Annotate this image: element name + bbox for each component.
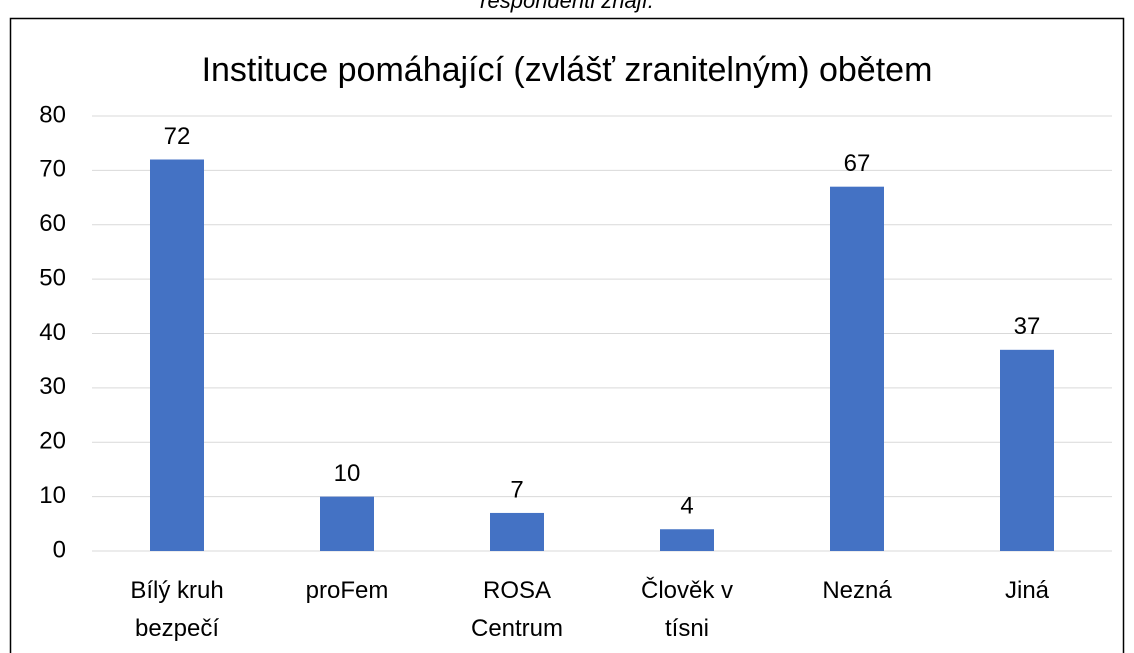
caption: respondenti znají. <box>480 0 654 13</box>
x-tick-label: proFem <box>306 577 389 604</box>
data-label: 4 <box>680 493 693 520</box>
bar <box>660 529 714 551</box>
y-tick-label: 0 <box>53 536 66 563</box>
bar <box>490 512 544 551</box>
data-label: 72 <box>164 123 191 150</box>
x-tick-label: Bílý kruh bezpečí <box>130 577 223 642</box>
chart-title: Instituce pomáhající (zvlášť zranitelným… <box>202 51 933 89</box>
y-tick-label: 60 <box>39 210 66 237</box>
data-label: 10 <box>334 460 361 487</box>
y-tick-label: 10 <box>39 482 66 509</box>
y-tick-label: 30 <box>39 373 66 400</box>
y-tick-label: 70 <box>39 156 66 183</box>
bar <box>150 159 204 551</box>
y-tick-label: 80 <box>39 101 66 128</box>
y-tick-label: 40 <box>39 319 66 346</box>
y-tick-label: 20 <box>39 428 66 455</box>
bar <box>1000 349 1054 551</box>
data-label: 7 <box>510 476 523 503</box>
data-label: 67 <box>844 150 871 177</box>
bar <box>830 186 884 551</box>
data-label: 37 <box>1014 313 1041 340</box>
x-tick-label: Člověk v tísni <box>641 576 733 642</box>
x-tick-label: Nezná <box>822 577 892 604</box>
bar <box>320 496 374 551</box>
x-tick-label: Jiná <box>1005 577 1050 604</box>
chart-frame <box>9 17 1125 653</box>
x-tick-label: ROSA Centrum <box>471 577 563 642</box>
y-tick-label: 50 <box>39 264 66 291</box>
